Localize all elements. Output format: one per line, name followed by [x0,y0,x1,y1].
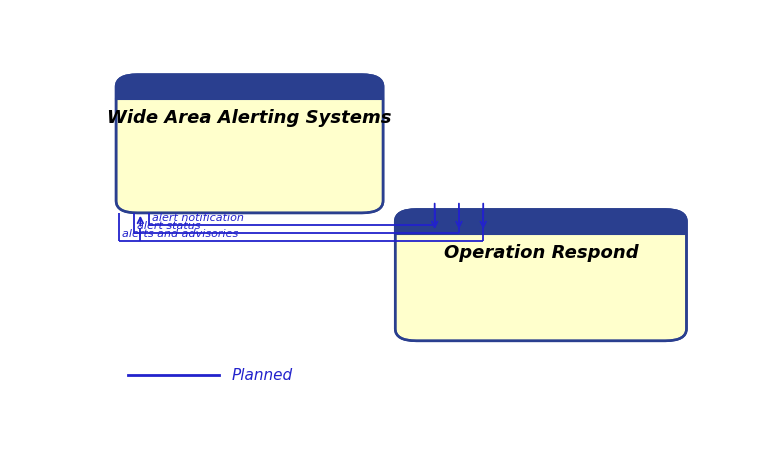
FancyBboxPatch shape [116,75,383,213]
Text: alert notification: alert notification [153,213,244,223]
Text: Wide Area Alerting Systems: Wide Area Alerting Systems [107,109,392,127]
Text: Planned: Planned [232,368,293,383]
FancyBboxPatch shape [395,209,687,233]
Text: Operation Respond: Operation Respond [443,244,638,262]
Text: alerts and advisories: alerts and advisories [122,229,238,239]
FancyBboxPatch shape [395,209,687,341]
Text: alert status: alert status [137,221,200,231]
Bar [395,220,687,233]
Bar [116,85,383,99]
FancyBboxPatch shape [116,75,383,99]
